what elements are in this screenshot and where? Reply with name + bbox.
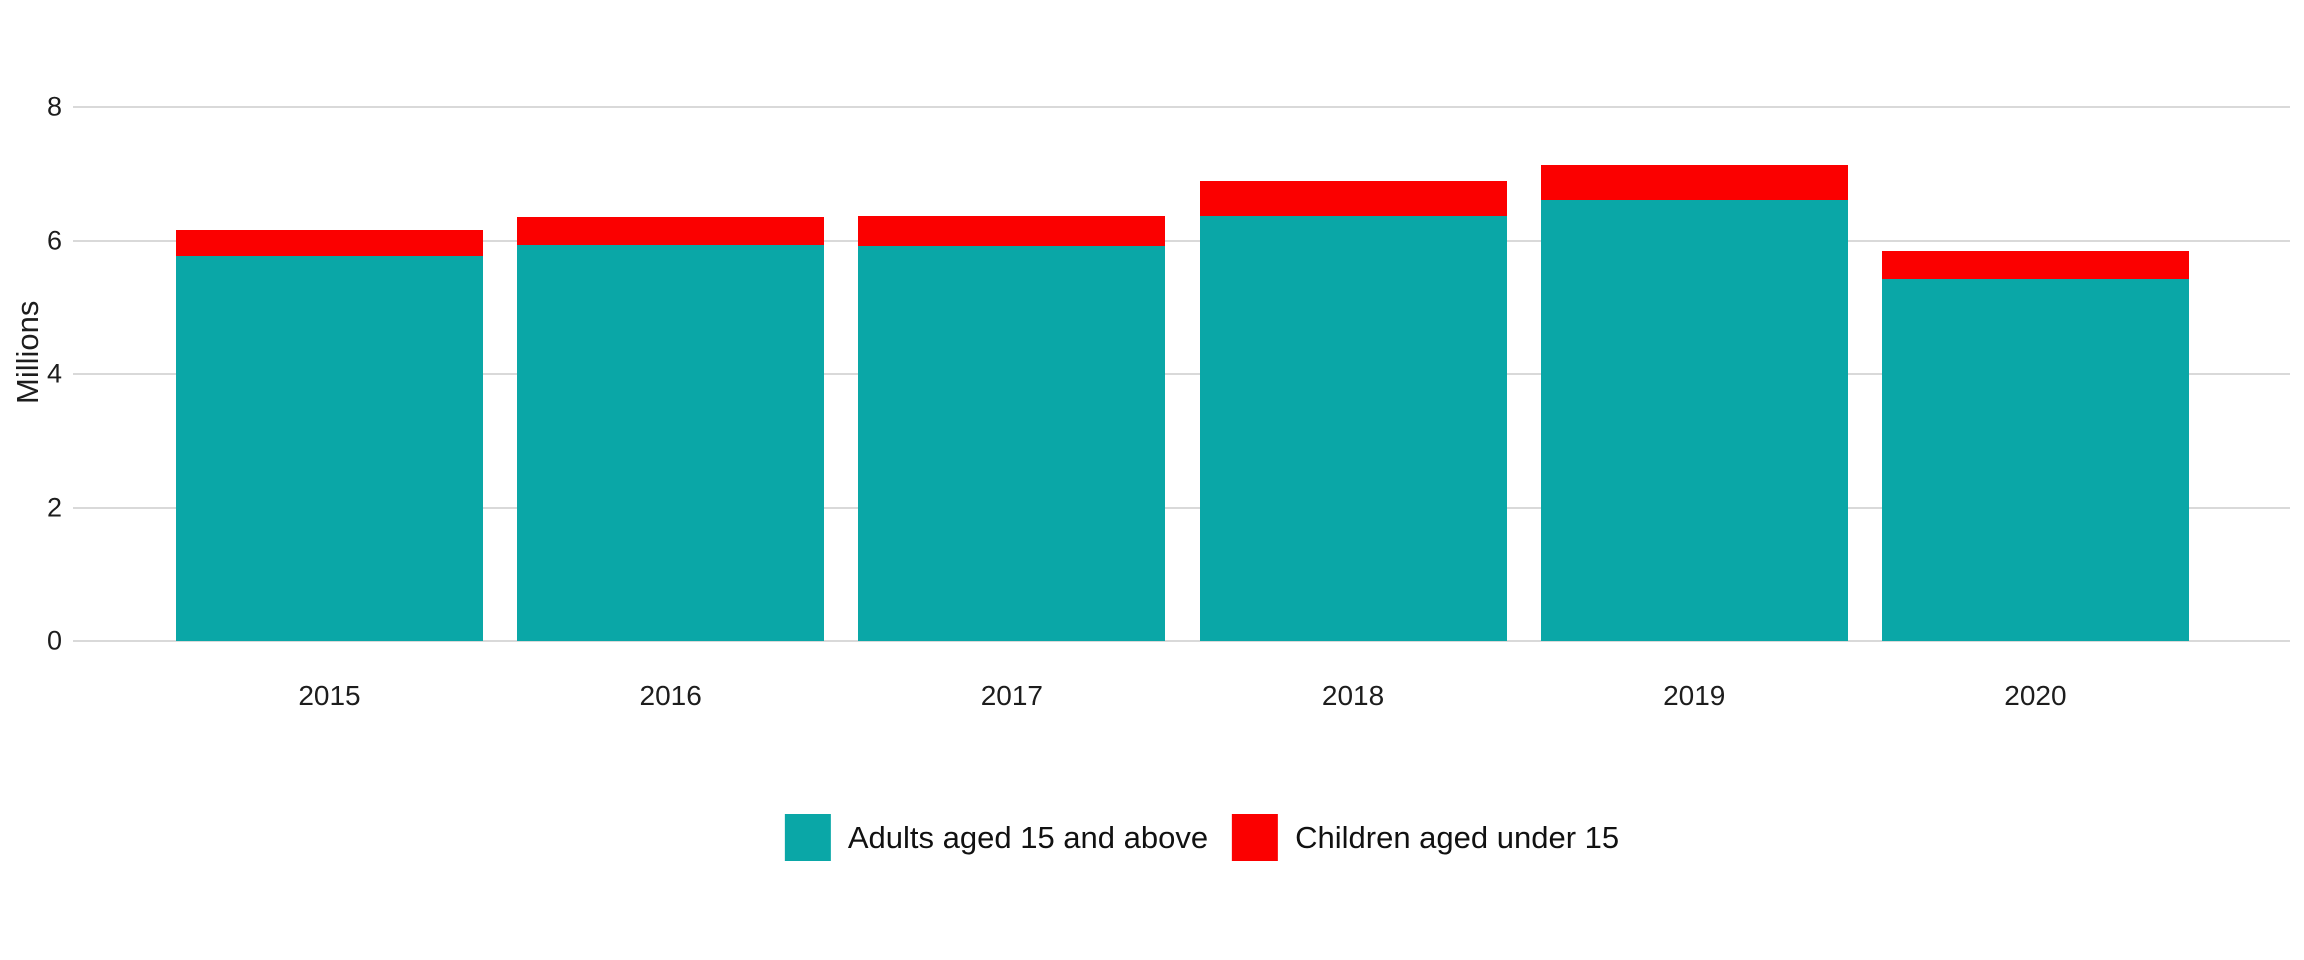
bar-group-2017 [858,216,1166,641]
bar-segment-adults-2016[interactable] [517,245,825,641]
x-tick-label-2017: 2017 [980,680,1044,711]
y-tick-label-0: 0 [46,625,62,656]
x-tick-label-2020: 2020 [2004,680,2067,711]
legend-item-children[interactable]: Children aged under 15 [1232,814,1619,861]
x-tick-label-2019: 2019 [1663,680,1726,711]
bar-group-2016 [517,216,825,641]
bar-segment-adults-2015[interactable] [176,255,483,641]
bar-group-2020 [1881,251,2189,641]
x-axis-tick-labels: 2015 2016 2017 2018 2019 2020 [176,680,2189,712]
gridline-y-6 [73,239,2290,242]
gridline-y-0 [73,640,2290,642]
y-tick-label-8: 8 [46,91,62,122]
y-tick-label-4: 4 [46,358,62,389]
bar-segment-adults-2020[interactable] [1881,278,2189,641]
y-axis-tick-labels: 0 2 4 6 8 [2,92,62,656]
gridline-y-4 [73,373,2290,375]
bar-segment-adults-2018[interactable] [1199,216,1507,641]
bars-layer [176,107,2189,641]
legend: Adults aged 15 and above Children aged un… [784,814,1619,861]
gridline-y-2 [73,506,2290,509]
x-tick-label-2015: 2015 [298,680,361,711]
legend-color-swatch-icon [784,814,831,861]
bar-segment-children-2018[interactable] [1199,181,1507,217]
y-tick-label-6: 6 [46,225,62,255]
bar-segment-children-2017[interactable] [858,216,1166,246]
bar-group-2015 [176,229,483,641]
bar-segment-adults-2019[interactable] [1540,200,1848,641]
bar-segment-children-2016[interactable] [517,216,825,246]
bar-group-2018 [1199,181,1507,641]
bar-segment-adults-2017[interactable] [858,245,1166,641]
gridline-y-8 [73,106,2290,108]
bar-segment-children-2019[interactable] [1540,165,1848,201]
bar-segment-children-2015[interactable] [176,229,483,256]
y-tick-label-2: 2 [46,492,62,522]
x-tick-label-2016: 2016 [639,680,702,711]
legend-label: Children aged under 15 [1295,819,1620,855]
bar-segment-children-2020[interactable] [1881,251,2189,279]
legend-item-adults[interactable]: Adults aged 15 and above [784,814,1209,861]
bar-group-2019 [1540,165,1848,641]
x-tick-label-2018: 2018 [1321,680,1385,711]
legend-label: Adults aged 15 and above [847,819,1209,855]
plot-area [73,106,2290,642]
legend-color-swatch-icon [1232,814,1279,861]
